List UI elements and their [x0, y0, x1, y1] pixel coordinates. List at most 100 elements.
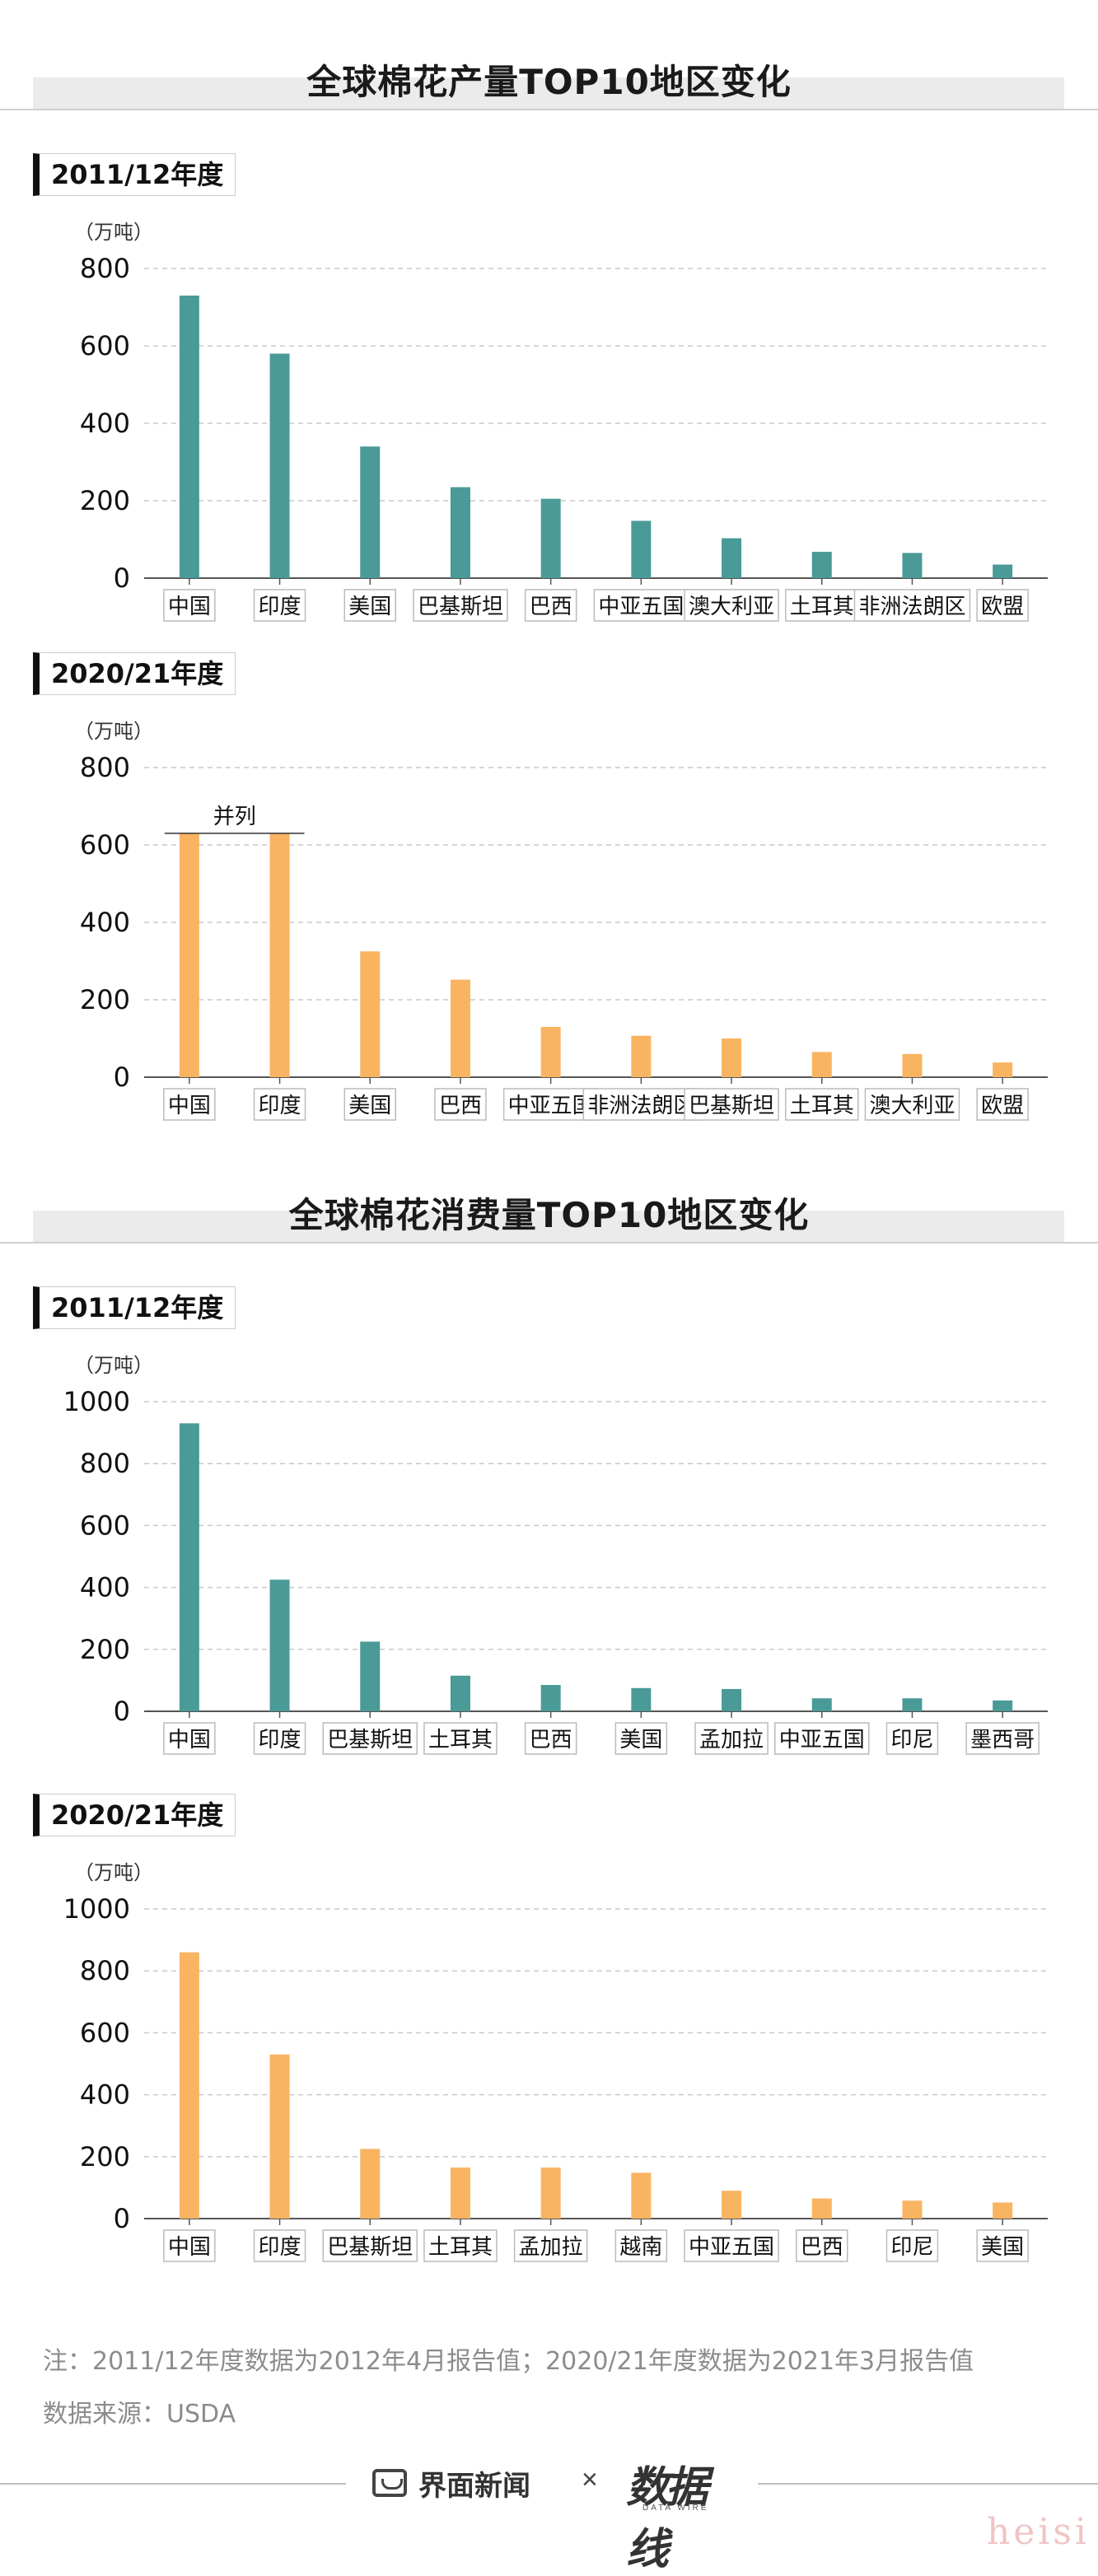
- category-label-box: [343, 1088, 396, 1121]
- y-tick-label: 200: [80, 1634, 130, 1665]
- chart-4-label: 2020/21年度: [33, 1794, 236, 1836]
- y-tick-label: 400: [80, 408, 130, 439]
- bar: [450, 979, 470, 1077]
- category-label: 中国: [168, 1728, 211, 1752]
- bar: [993, 2202, 1013, 2219]
- y-tick-label: 400: [80, 2079, 130, 2111]
- category-label: 巴基斯坦: [418, 595, 503, 619]
- category-label: 澳大利亚: [869, 1094, 955, 1118]
- data-wire-logo: 数据线 DATA WIRE: [626, 2452, 741, 2574]
- category-label: 美国: [619, 1728, 662, 1752]
- section-title-consumption: 全球棉花消费量TOP10地区变化: [288, 1195, 810, 1235]
- category-label: 澳大利亚: [689, 595, 774, 619]
- bar: [722, 1688, 742, 1711]
- bar: [360, 446, 381, 578]
- brand-name: 界面新闻: [418, 2469, 530, 2503]
- category-label: 美国: [348, 1094, 391, 1118]
- bar: [631, 1687, 652, 1711]
- category-label-box: [322, 2229, 418, 2262]
- y-tick-label: 0: [114, 562, 130, 594]
- bar: [631, 2172, 652, 2219]
- category-label-box: [976, 589, 1029, 622]
- footer-divider-left: [0, 2483, 346, 2485]
- data-wire-logo-text: 数据线: [626, 2462, 708, 2574]
- y-tick-label: 200: [80, 984, 130, 1015]
- bar: [631, 1035, 652, 1077]
- category-label-box: [423, 1722, 498, 1755]
- y-tick-label: 0: [114, 1062, 130, 1093]
- y-tick-label: 0: [114, 2203, 130, 2234]
- category-label: 巴基斯坦: [327, 2235, 413, 2260]
- category-label: 巴西: [530, 1728, 572, 1752]
- bar: [179, 1952, 199, 2219]
- brand-jiemian: 界面新闻: [372, 2461, 530, 2505]
- category-label: 巴基斯坦: [689, 1094, 774, 1118]
- jiemian-logo-icon: [372, 2469, 407, 2497]
- category-label-box: [785, 1088, 859, 1121]
- category-label: 孟加拉: [519, 2235, 583, 2260]
- chart-consumption-2011: （万吨） 0 200 400 600 800 1000 中国 印度 巴基斯坦 土耳其 巴西 美国 孟加拉中…: [63, 1354, 1048, 1755]
- category-label-box: [796, 2229, 848, 2262]
- category-label: 欧盟: [981, 595, 1024, 619]
- bar: [811, 2198, 832, 2219]
- category-label: 土耳其: [790, 1094, 854, 1118]
- category-label: 中亚五国: [779, 1728, 865, 1752]
- category-label-box: [253, 2229, 306, 2262]
- y-tick-label: 1000: [63, 1386, 130, 1417]
- bar: [450, 1675, 470, 1711]
- category-label: 中国: [168, 595, 211, 619]
- footnote-note: 注：2011/12年度数据为2012年4月报告值；2020/21年度数据为202…: [43, 2347, 974, 2376]
- bar: [902, 2200, 923, 2219]
- category-label: 土耳其: [790, 595, 854, 619]
- bar: [269, 353, 290, 578]
- bar: [360, 1641, 381, 1711]
- y-tick-label: 600: [80, 829, 130, 861]
- category-label: 越南: [619, 2235, 662, 2260]
- category-label-box: [885, 2229, 939, 2262]
- y-tick-label: 800: [80, 253, 130, 284]
- watermark-text: heisi: [986, 2511, 1090, 2553]
- bar: [540, 2167, 561, 2219]
- category-label-box: [253, 589, 306, 622]
- category-label-box: [976, 2229, 1029, 2262]
- chart-3-label: 2011/12年度: [33, 1286, 236, 1329]
- category-label: 巴西: [530, 595, 572, 619]
- y-tick-label: 1000: [63, 1893, 130, 1925]
- category-label-box: [976, 1088, 1029, 1121]
- category-label-box: [785, 589, 859, 622]
- category-label: 土耳其: [428, 1728, 493, 1752]
- section-title-bar: [33, 1211, 1064, 1242]
- bar: [993, 1700, 1013, 1711]
- category-label: 印尼: [890, 1728, 933, 1752]
- bar: [269, 2054, 290, 2219]
- bar: [360, 2149, 381, 2219]
- category-label-box: [502, 1088, 599, 1121]
- y-tick-label: 800: [80, 752, 130, 783]
- bar: [540, 1685, 561, 1711]
- category-label-box: [322, 1722, 418, 1755]
- y-tick-label: 400: [80, 907, 130, 938]
- category-label: 中国: [168, 1094, 211, 1118]
- category-label-box: [684, 589, 779, 622]
- category-label: 中国: [168, 2235, 211, 2260]
- category-label-box: [864, 1088, 960, 1121]
- category-label: 美国: [981, 2235, 1024, 2260]
- category-label-box: [774, 1722, 870, 1755]
- category-label: 巴基斯坦: [327, 1728, 413, 1752]
- bar: [722, 2191, 742, 2219]
- bar: [450, 487, 470, 578]
- category-label: 土耳其: [428, 2235, 493, 2260]
- category-label-box: [524, 589, 577, 622]
- y-tick-label: 600: [80, 2017, 130, 2048]
- category-label-box: [253, 1088, 306, 1121]
- category-label-box: [853, 589, 971, 622]
- bar: [993, 564, 1013, 578]
- category-label-box: [413, 589, 508, 622]
- category-label: 欧盟: [981, 1094, 1024, 1118]
- y-tick-label: 600: [80, 330, 130, 362]
- category-label-box: [524, 1722, 577, 1755]
- bar: [811, 552, 832, 578]
- y-tick-label: 200: [80, 485, 130, 516]
- section-title-bar: [33, 77, 1064, 109]
